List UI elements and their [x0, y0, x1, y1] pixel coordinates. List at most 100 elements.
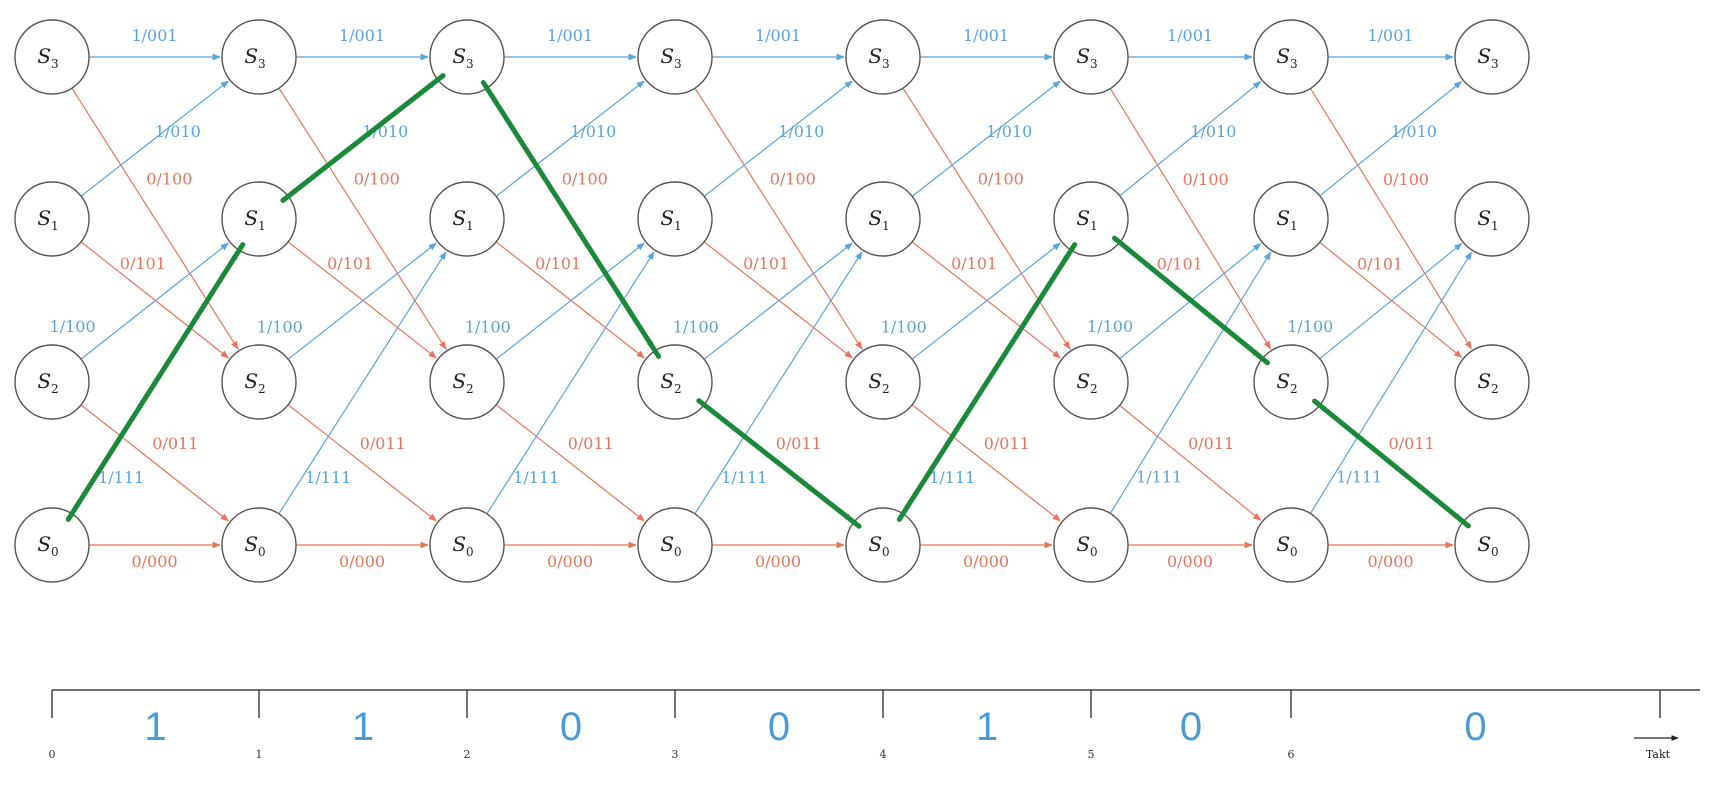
edge-label-s0-s1-col1: 1/111 [305, 468, 351, 487]
state-label: S1 [868, 206, 889, 233]
edge-s2-s1-col1 [287, 242, 437, 360]
edge-label-s2-s0-col6: 0/011 [1389, 434, 1435, 453]
state-node-s0-col4: S0 [845, 507, 921, 583]
input-bit-2: 0 [560, 705, 582, 749]
edge-s3-s2-col6 [1309, 88, 1472, 350]
tick-label-1: 1 [256, 748, 263, 761]
state-node-s1-col6: S1 [1253, 181, 1329, 257]
edge-label-s2-s1-col6: 1/100 [1287, 317, 1333, 336]
state-node-s0-col6: S0 [1253, 507, 1329, 583]
edge-s2-s1-col0 [80, 242, 230, 360]
edge-label-s3-s2-col6: 0/100 [1383, 170, 1429, 189]
state-node-s0-col1: S0 [221, 507, 297, 583]
input-bit-4: 1 [976, 705, 998, 749]
state-label: S0 [452, 532, 473, 559]
edge-s2-s1-col6 [1319, 243, 1463, 360]
path-segment-5 [1112, 235, 1270, 366]
state-node-s0-col0: S0 [14, 507, 90, 583]
state-label: S1 [660, 206, 681, 233]
edge-label-s0-s1-col0: 1/111 [98, 468, 144, 487]
edge-s1-s2-col3 [703, 241, 853, 359]
tick-label-2: 2 [464, 748, 471, 761]
state-node-s1-col3: S1 [637, 181, 713, 257]
edge-label-s1-s2-col0: 0/101 [120, 254, 166, 273]
state-label: S0 [1076, 532, 1097, 559]
state-node-s2-col5: S2 [1053, 344, 1129, 420]
edge-s2-s0-col4 [911, 404, 1061, 522]
edge-s3-s2-col1 [278, 87, 447, 350]
path-segment-1 [280, 73, 446, 203]
state-label: S2 [1076, 369, 1097, 396]
input-bit-3: 0 [768, 705, 790, 749]
path-segment-6 [1312, 398, 1471, 529]
state-label: S3 [1276, 44, 1297, 71]
edge-s1-s3-col6 [1319, 80, 1463, 197]
state-label: S0 [868, 532, 889, 559]
state-label: S2 [1477, 369, 1498, 396]
edge-label-s3-s3-col4: 1/001 [963, 26, 1009, 45]
state-label: S0 [244, 532, 265, 559]
state-nodes: S3 S1 S2 S0 S3 S1 S2 S0 S3 S1 S2 S0 S3 S1 S2 S0 S3 S1 S2 S0… [14, 19, 1530, 583]
edge-s0-s1-col3 [694, 251, 863, 515]
time-axis: 0 1 2 3 4 5 6 Takt 1 1 0 0 1 0 0 [49, 689, 1700, 761]
input-bit-1: 1 [352, 705, 374, 749]
state-label: S2 [244, 369, 265, 396]
state-node-s1-col1: S1 [221, 181, 297, 257]
edge-label-s1-s3-col4: 1/010 [986, 122, 1032, 141]
edge-label-s3-s2-col5: 0/100 [1183, 170, 1229, 189]
edge-s2-s1-col4 [911, 242, 1061, 360]
state-label: S1 [452, 206, 473, 233]
edge-label-s3-s3-col2: 1/001 [547, 26, 593, 45]
edge-label-s2-s1-col3: 1/100 [673, 317, 719, 336]
edge-s1-s3-col0 [80, 80, 229, 197]
edge-label-s3-s3-col1: 1/001 [339, 26, 385, 45]
edge-label-s3-s3-col3: 1/001 [755, 26, 801, 45]
edge-s3-s2-col5 [1109, 88, 1272, 350]
edge-s0-s1-col1 [278, 251, 447, 515]
edge-s2-s0-col2 [495, 404, 645, 522]
state-label: S1 [1276, 206, 1297, 233]
state-node-s0-col3: S0 [637, 507, 713, 583]
edge-label-s2-s0-col1: 0/011 [360, 434, 406, 453]
edge-label-s0-s0-col5: 0/000 [1167, 552, 1213, 571]
edge-label-s0-s1-col3: 1/111 [721, 468, 767, 487]
path-segment-2 [480, 80, 662, 359]
state-label: S3 [1477, 44, 1498, 71]
edge-s2-s1-col3 [703, 242, 853, 360]
edge-s3-s2-col4 [902, 87, 1071, 350]
tick-label-6: 6 [1288, 748, 1295, 761]
state-node-s3-col6: S3 [1253, 19, 1329, 95]
state-label: S1 [1477, 206, 1498, 233]
edge-s3-s2-col0 [71, 87, 239, 350]
edge-label-s2-s0-col5: 0/011 [1188, 434, 1234, 453]
edge-s3-s2-col3 [694, 87, 863, 350]
state-label: S3 [244, 44, 265, 71]
state-node-s0-col2: S0 [429, 507, 505, 583]
input-bit-6: 0 [1464, 705, 1486, 749]
state-node-s2-col3: S2 [637, 344, 713, 420]
highlighted-path [65, 73, 1471, 529]
edge-label-s0-s0-col6: 0/000 [1367, 552, 1413, 571]
state-label: S3 [37, 44, 58, 71]
edge-s1-s2-col0 [80, 241, 230, 359]
edge-label-s2-s0-col4: 0/011 [984, 434, 1030, 453]
edge-label-s2-s1-col2: 1/100 [465, 317, 511, 336]
state-label: S2 [660, 369, 681, 396]
state-node-s1-col4: S1 [845, 181, 921, 257]
edge-s2-s0-col1 [287, 404, 437, 522]
state-node-s1-col5: S1 [1053, 181, 1129, 257]
edge-label-s3-s3-col5: 1/001 [1167, 26, 1213, 45]
edge-label-s3-s2-col0: 0/100 [146, 170, 192, 189]
transition-edges [71, 53, 1473, 549]
state-node-s2-col1: S2 [221, 344, 297, 420]
state-label: S3 [868, 44, 889, 71]
transition-labels: 1/001 0/100 1/010 0/101 1/100 0/011 1/111 0/000… [50, 26, 1437, 571]
state-node-s1-col7: S1 [1454, 181, 1530, 257]
edge-s0-s1-col5 [1109, 251, 1272, 514]
edge-label-s0-s1-col4: 1/111 [929, 468, 975, 487]
edge-label-s3-s2-col1: 0/100 [354, 170, 400, 189]
edge-s1-s2-col4 [911, 241, 1061, 359]
state-label: S2 [868, 369, 889, 396]
edge-s2-s1-col2 [495, 242, 645, 360]
edge-label-s2-s0-col3: 0/011 [776, 434, 822, 453]
